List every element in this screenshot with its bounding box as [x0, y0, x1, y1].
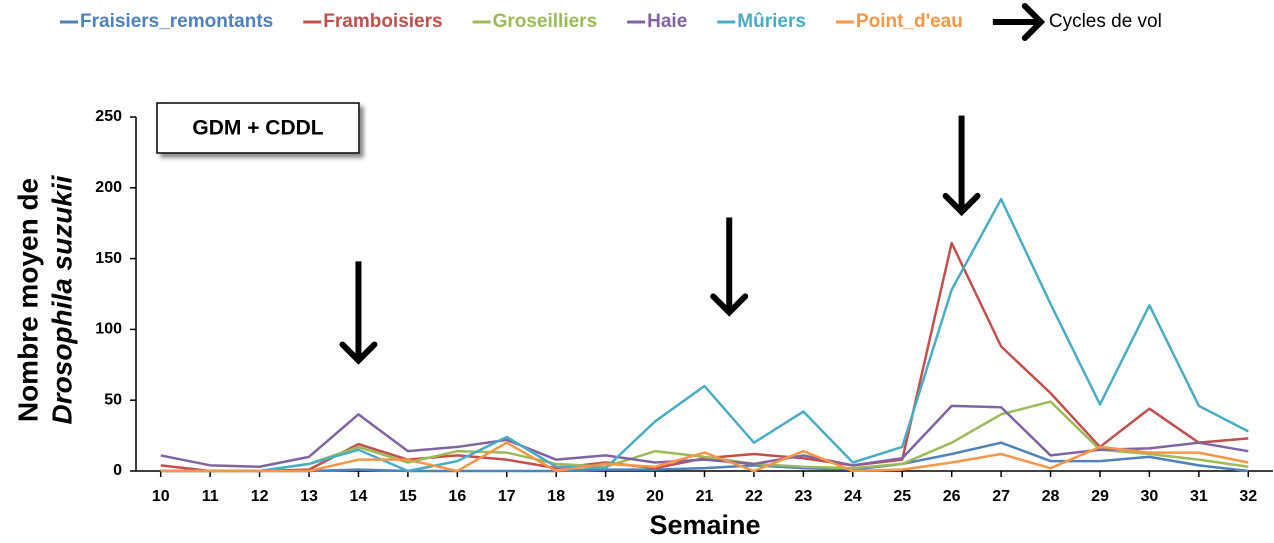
flight-cycle-arrow [710, 217, 749, 317]
x-tick-label: 12 [251, 488, 269, 505]
x-tick-label: 24 [844, 488, 862, 505]
x-tick-label: 18 [547, 488, 565, 505]
legend-label: Cycles de vol [1049, 11, 1162, 32]
x-tick-label: 29 [1091, 488, 1109, 505]
legend-label: Haie [647, 11, 687, 32]
y-axis-label: Drosophila suzukii [46, 174, 77, 424]
y-tick-label: 0 [113, 462, 122, 479]
x-tick-label: 11 [202, 488, 219, 505]
legend-label: Groseilliers [493, 11, 598, 32]
x-tick-label: 32 [1239, 488, 1257, 505]
legend-arrow [992, 3, 1046, 41]
x-tick-label: 31 [1190, 488, 1208, 505]
flight-cycle-arrow [339, 261, 378, 365]
legend-label: Point_d'eau [856, 11, 963, 32]
x-tick-label: 30 [1141, 488, 1159, 505]
x-tick-label: 14 [350, 488, 368, 505]
x-tick-label: 20 [646, 488, 664, 505]
y-tick-label: 200 [95, 179, 122, 196]
y-tick-label: 150 [95, 250, 122, 267]
series-line [160, 197, 1249, 473]
annotation-box [156, 102, 360, 154]
x-tick-label: 16 [448, 488, 466, 505]
legend-label: Fraisiers_remontants [80, 11, 273, 32]
flight-cycle-arrow-part [942, 192, 981, 217]
y-tick-label: 50 [104, 391, 122, 408]
x-tick-label: 10 [152, 488, 170, 505]
flight-cycle-arrow [942, 115, 981, 217]
flight-cycle-arrow-part [339, 341, 378, 365]
x-tick-label: 27 [992, 488, 1010, 505]
annotation: GDM + CDDL [192, 117, 323, 140]
x-tick-label: 19 [597, 488, 615, 505]
y-axis-label: Nombre moyen de [12, 178, 43, 422]
x-tick-label: 21 [696, 488, 714, 505]
series-line [160, 400, 1249, 473]
y-tick-label: 250 [95, 108, 122, 125]
x-tick-label: 22 [745, 488, 763, 505]
series-line [160, 404, 1249, 469]
series-line [160, 441, 1249, 473]
legend-label: Framboisiers [323, 11, 442, 32]
x-axis-label: Semaine [649, 510, 760, 540]
x-tick-label: 17 [498, 488, 516, 505]
x-tick-label: 13 [300, 488, 318, 505]
y-tick-label: 100 [95, 321, 122, 338]
x-tick-label: 25 [893, 488, 911, 505]
x-tick-label: 26 [943, 488, 961, 505]
legend-arrow-part [1021, 3, 1046, 41]
legend-label: Mûriers [737, 11, 806, 32]
x-tick-label: 28 [1042, 488, 1060, 505]
flight-cycle-arrow-part [710, 293, 749, 317]
x-tick-label: 23 [794, 488, 812, 505]
x-tick-label: 15 [399, 488, 417, 505]
